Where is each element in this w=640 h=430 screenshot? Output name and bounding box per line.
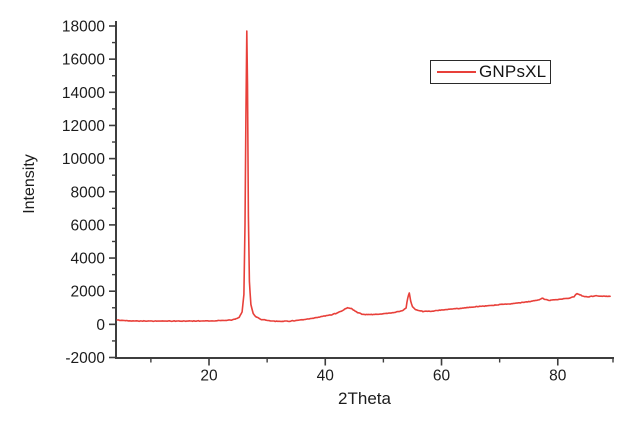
y-axis-title: Intensity (21, 154, 38, 214)
y-axis-tick-label: 18000 (62, 19, 105, 36)
legend-line-swatch (437, 71, 476, 73)
y-axis-tick-label: 8000 (71, 184, 106, 201)
y-axis-tick-label: 0 (96, 317, 105, 334)
x-axis-tick-label: 20 (200, 368, 218, 385)
y-axis-tick-label: 4000 (71, 251, 106, 268)
x-axis-tick-label: 80 (549, 368, 567, 385)
y-axis-tick-label: 10000 (62, 151, 105, 168)
y-axis-tick-label: -2000 (65, 350, 105, 367)
x-axis-tick-label: 60 (433, 368, 451, 385)
series-line-gnpsxl (116, 30, 611, 323)
y-axis-tick-label: 14000 (62, 85, 105, 102)
y-axis-tick-label: 6000 (71, 217, 106, 234)
y-axis-tick-label: 12000 (62, 118, 105, 135)
x-axis-tick-label: 40 (317, 368, 335, 385)
legend-label: GNPsXL (479, 62, 547, 81)
legend: GNPsXL (430, 60, 551, 84)
x-axis-title: 2Theta (338, 389, 391, 408)
y-axis-tick-label: 16000 (62, 52, 105, 69)
y-axis-tick-label: 2000 (71, 284, 106, 301)
